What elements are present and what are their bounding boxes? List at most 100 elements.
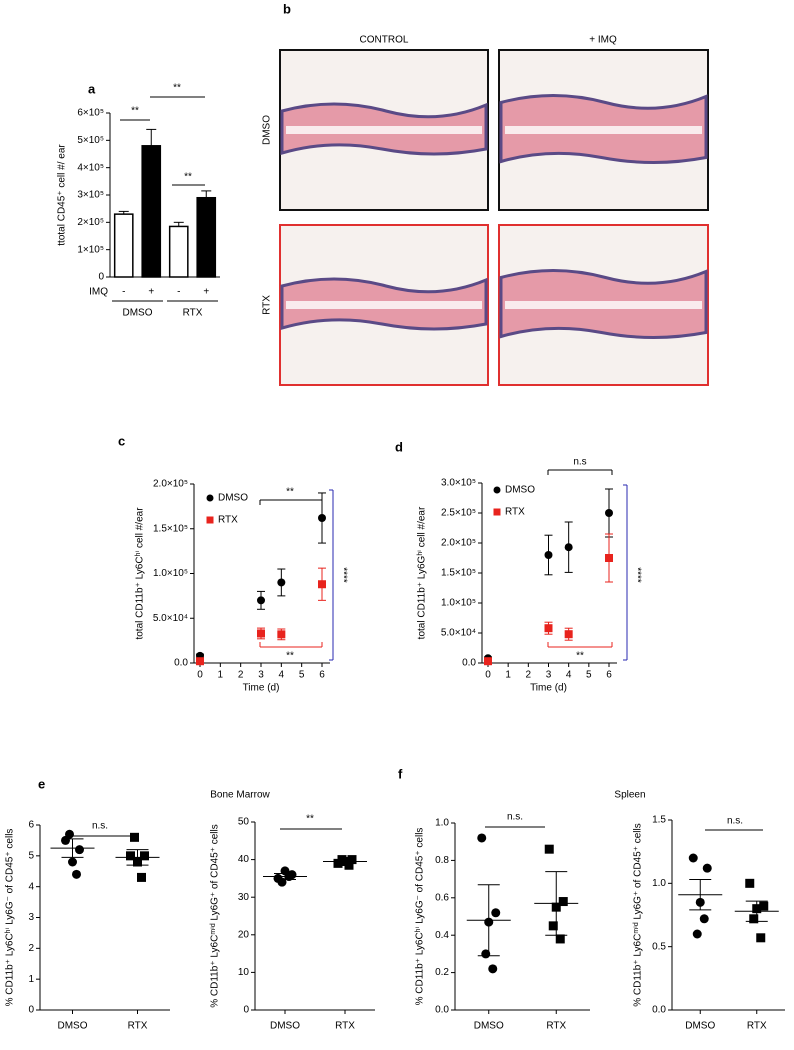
marker bbox=[68, 857, 77, 867]
y-axis-label: ttotal CD45⁺ cell #/ ear bbox=[57, 144, 68, 246]
marker bbox=[196, 657, 204, 666]
group-label: RTX bbox=[183, 308, 203, 319]
x-tick-label: 5 bbox=[586, 670, 592, 681]
y-tick-label: 1.0 bbox=[435, 818, 449, 829]
marker bbox=[544, 551, 553, 559]
y-tick-label: 5×10⁵ bbox=[77, 135, 104, 146]
y-tick-label: 0.0 bbox=[462, 658, 476, 669]
x-tick-label: DMSO bbox=[685, 1021, 715, 1032]
x-tick-label: - bbox=[122, 287, 125, 298]
marker bbox=[318, 514, 326, 523]
tissue-layer bbox=[286, 126, 482, 134]
y-tick-label: 30 bbox=[238, 892, 250, 903]
bar bbox=[196, 196, 217, 278]
x-tick-label: 0 bbox=[197, 670, 203, 681]
y-tick-label: 3×10⁵ bbox=[77, 190, 104, 201]
y-tick-label: 50 bbox=[238, 817, 250, 828]
marker bbox=[555, 934, 565, 944]
x-tick-label: 1 bbox=[218, 670, 224, 681]
panel-label: d bbox=[395, 439, 403, 454]
x-tick-label: 3 bbox=[258, 670, 264, 681]
x-tick-label: + bbox=[148, 287, 154, 298]
y-tick-label: 2.0×10⁵ bbox=[441, 538, 476, 549]
marker bbox=[749, 914, 759, 924]
y-tick-label: 1.5 bbox=[652, 815, 666, 826]
x-tick-label: RTX bbox=[335, 1021, 355, 1032]
marker bbox=[756, 933, 766, 943]
marker bbox=[564, 543, 573, 552]
marker bbox=[257, 629, 265, 638]
marker bbox=[488, 964, 498, 974]
marker bbox=[759, 901, 769, 911]
x-tick-label: 2 bbox=[238, 670, 244, 681]
x-tick-label: 1 bbox=[505, 670, 511, 681]
y-tick-label: 0.8 bbox=[435, 855, 449, 866]
marker bbox=[140, 851, 149, 861]
y-axis-label: total CD11b⁺ Ly6Cʰⁱ cell #/ear bbox=[135, 507, 146, 640]
panel-label: e bbox=[38, 776, 45, 791]
chart-title: Spleen bbox=[614, 790, 645, 801]
panel-label: b bbox=[283, 1, 291, 16]
annotation: ** bbox=[286, 487, 294, 498]
annotation: ** bbox=[306, 814, 314, 825]
x-tick-label: DMSO bbox=[474, 1021, 504, 1032]
y-tick-label: 3.0×10⁵ bbox=[441, 478, 476, 489]
x-tick-label: 6 bbox=[606, 670, 612, 681]
y-axis-label: % CD11b⁺ Ly6Cʰⁱ Ly6G⁻ of CD45⁺ cells bbox=[415, 828, 426, 1006]
marker bbox=[484, 657, 492, 666]
marker bbox=[692, 929, 702, 939]
annotation: ** bbox=[576, 651, 584, 662]
annotation: ** bbox=[131, 106, 139, 117]
annotation: ** bbox=[286, 651, 294, 662]
y-tick-label: 6×10⁵ bbox=[77, 108, 104, 119]
panel-label: f bbox=[398, 766, 403, 781]
y-tick-label: 1.0×10⁵ bbox=[441, 598, 476, 609]
group-label: DMSO bbox=[123, 308, 153, 319]
y-tick-label: 3 bbox=[28, 912, 34, 923]
y-tick-label: 1.0 bbox=[652, 878, 666, 889]
x-tick-label: RTX bbox=[747, 1021, 767, 1032]
marker bbox=[130, 832, 139, 842]
legend-label: RTX bbox=[218, 515, 238, 526]
marker bbox=[548, 921, 558, 931]
x-tick-label: 6 bbox=[319, 670, 325, 681]
annotation: n.s. bbox=[92, 821, 108, 832]
y-tick-label: 1 bbox=[28, 974, 34, 985]
x-tick-label: 2 bbox=[526, 670, 532, 681]
x-tick-label: RTX bbox=[546, 1021, 566, 1032]
y-tick-label: 5.0×10⁴ bbox=[441, 628, 476, 639]
legend-label: DMSO bbox=[218, 493, 248, 504]
column-header: CONTROL bbox=[360, 35, 409, 46]
annotation: ** bbox=[173, 83, 181, 94]
y-tick-label: 0 bbox=[28, 1005, 34, 1016]
y-tick-label: 4 bbox=[28, 881, 34, 892]
y-axis-label: % CD11b⁺ Ly6Cʰⁱ Ly6G⁻ of CD45⁺ cells bbox=[5, 829, 16, 1007]
tissue-layer bbox=[505, 126, 702, 134]
y-tick-label: 4×10⁵ bbox=[77, 162, 104, 173]
marker bbox=[137, 872, 146, 882]
y-tick-label: 0.0 bbox=[435, 1005, 449, 1016]
marker bbox=[206, 516, 214, 524]
marker bbox=[544, 844, 554, 854]
tissue-layer bbox=[505, 301, 702, 309]
y-tick-label: 6 bbox=[28, 820, 34, 831]
marker bbox=[318, 580, 326, 589]
marker bbox=[605, 554, 613, 562]
y-tick-label: 5 bbox=[28, 850, 34, 861]
legend-label: RTX bbox=[505, 507, 525, 518]
x-tick-label: 4 bbox=[566, 670, 572, 681]
y-tick-label: 1.5×10⁵ bbox=[153, 523, 188, 534]
marker bbox=[257, 596, 265, 605]
annotation: n.s. bbox=[727, 816, 743, 827]
y-tick-label: 0.5 bbox=[652, 941, 666, 952]
y-tick-label: 1×10⁵ bbox=[77, 244, 104, 255]
marker bbox=[277, 630, 286, 639]
x-tick-label: RTX bbox=[128, 1021, 148, 1032]
legend-label: DMSO bbox=[505, 485, 535, 496]
marker bbox=[564, 630, 573, 639]
bar bbox=[113, 213, 134, 278]
marker bbox=[126, 851, 135, 861]
bar bbox=[168, 225, 189, 278]
tissue-layer bbox=[286, 301, 482, 309]
